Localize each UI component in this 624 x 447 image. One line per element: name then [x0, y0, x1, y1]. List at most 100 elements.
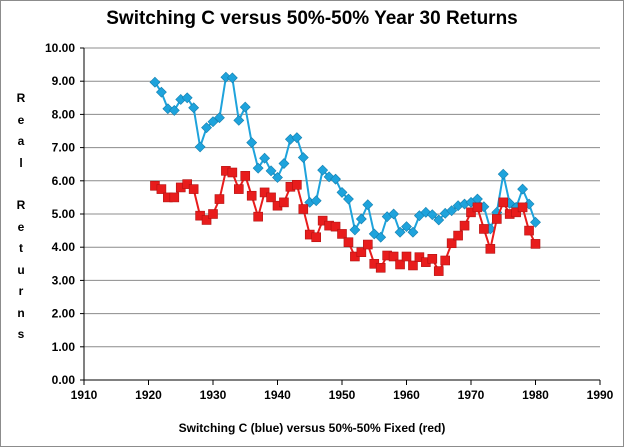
- chart-title: Switching C versus 50%-50% Year 30 Retur…: [106, 8, 518, 29]
- y-tick-label: 10.00: [45, 41, 75, 55]
- blue-series-point: [336, 186, 348, 198]
- blue-series-point: [207, 116, 219, 128]
- y-tick-label: 4.00: [52, 240, 76, 254]
- x-tick-label: 1970: [458, 388, 485, 402]
- blue-series-point: [343, 193, 354, 205]
- y-tick-label: 9.00: [52, 74, 76, 88]
- red-series-point: [427, 254, 438, 264]
- blue-series-point: [272, 172, 283, 183]
- red-series-point: [466, 207, 476, 218]
- red-series-point: [292, 179, 302, 190]
- red-series-point: [298, 204, 309, 214]
- red-series-point: [530, 239, 541, 249]
- blue-series-point: [497, 168, 509, 180]
- red-series-line: [154, 169, 537, 274]
- blue-series-point: [530, 216, 541, 228]
- blue-series-point: [362, 199, 374, 211]
- red-series-point: [491, 214, 502, 224]
- red-series-point: [511, 207, 521, 218]
- red-series-point: [414, 252, 425, 262]
- red-series-point: [214, 194, 225, 204]
- red-series-point: [433, 266, 444, 276]
- red-series-point: [479, 224, 489, 234]
- x-tick-label: 1960: [393, 388, 420, 402]
- red-series-point: [453, 230, 463, 241]
- blue-series-point: [317, 164, 329, 176]
- y-axis-title-letter: e: [17, 219, 25, 234]
- blue-series-point: [407, 226, 419, 238]
- red-series-point: [169, 192, 180, 203]
- y-axis-title-letter: a: [17, 134, 25, 148]
- x-tick-label: 1930: [200, 388, 227, 402]
- red-series-point: [208, 209, 218, 219]
- red-series-point: [446, 238, 457, 249]
- red-series-point: [337, 229, 347, 239]
- red-series-point: [343, 237, 354, 248]
- red-series-point: [459, 220, 470, 231]
- red-series-point: [201, 215, 212, 225]
- blue-series-point: [188, 102, 200, 114]
- blue-series-point: [446, 205, 458, 217]
- y-axis-title-letter: l: [19, 155, 23, 170]
- red-series-point: [440, 255, 451, 266]
- y-tick-label: 6.00: [52, 174, 76, 188]
- red-series-point: [485, 244, 496, 254]
- red-series-point: [317, 215, 328, 226]
- y-axis-title-letter: n: [17, 305, 25, 320]
- red-series-point: [240, 171, 251, 181]
- x-tick-label: 1940: [264, 388, 291, 402]
- y-axis-title-letter: s: [17, 327, 25, 341]
- red-series-point: [246, 190, 257, 201]
- blue-series-point: [394, 226, 406, 238]
- blue-series-point: [355, 213, 367, 225]
- y-tick-label: 8.00: [52, 107, 76, 121]
- blue-series-point: [517, 183, 529, 195]
- red-series-point: [362, 239, 373, 250]
- red-series-point: [395, 259, 405, 270]
- blue-series-point: [401, 221, 412, 233]
- x-tick-label: 1910: [71, 388, 98, 402]
- y-axis-title-letter: t: [19, 241, 23, 255]
- blue-series-point: [226, 72, 238, 84]
- y-axis-title-letter: u: [17, 262, 25, 277]
- blue-series-point: [330, 173, 341, 185]
- red-series-point: [408, 260, 418, 271]
- blue-series-point: [239, 101, 251, 113]
- y-tick-label: 3.00: [52, 273, 76, 287]
- blue-series-point: [433, 214, 445, 226]
- y-tick-label: 1.00: [52, 340, 76, 354]
- red-series-point: [401, 251, 412, 262]
- x-tick-label: 1990: [587, 388, 614, 402]
- red-series-point: [524, 225, 534, 236]
- red-series-point: [330, 221, 341, 232]
- blue-series-point: [297, 152, 309, 163]
- blue-series-point: [194, 141, 206, 153]
- blue-series-point: [388, 208, 400, 220]
- red-series-point: [356, 247, 367, 257]
- blue-series-point: [149, 76, 161, 88]
- red-series-point: [279, 197, 289, 208]
- blue-series-point: [252, 162, 264, 174]
- red-series-point: [253, 211, 263, 222]
- x-tick-label: 1980: [522, 388, 549, 402]
- x-axis-title: Switching C (blue) versus 50%-50% Fixed …: [178, 421, 446, 435]
- blue-series-point: [181, 92, 193, 104]
- x-tick-label: 1950: [329, 388, 356, 402]
- blue-series-point: [375, 231, 387, 243]
- x-tick-label: 1920: [135, 388, 162, 402]
- blue-series-point: [291, 132, 303, 144]
- red-series-point: [259, 187, 270, 198]
- y-tick-label: 5.00: [52, 207, 76, 221]
- blue-series-point: [155, 86, 167, 98]
- blue-series-point: [246, 137, 258, 149]
- red-series-point: [234, 184, 244, 194]
- y-axis-title-letter: R: [16, 198, 26, 212]
- red-series-point: [388, 251, 399, 262]
- y-axis-title-letter: R: [16, 91, 26, 105]
- blue-series-point: [310, 195, 322, 207]
- y-tick-label: 2.00: [52, 307, 76, 321]
- blue-series-point: [349, 224, 361, 236]
